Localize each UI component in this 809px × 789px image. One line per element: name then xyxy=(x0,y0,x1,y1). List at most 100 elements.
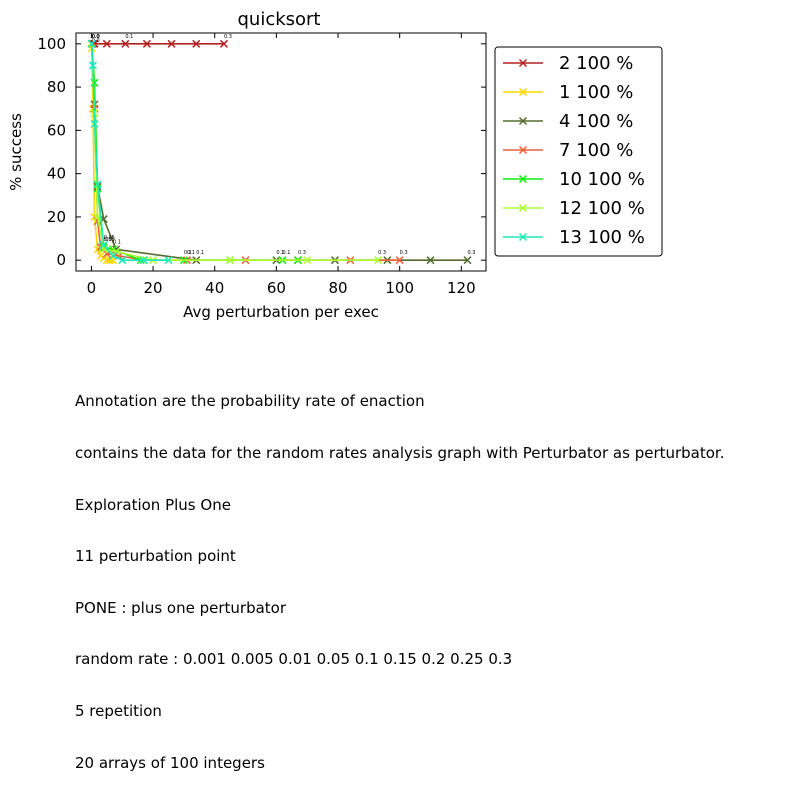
legend-item: 10 100 % xyxy=(503,169,645,190)
data-point xyxy=(374,256,383,265)
x-tick-label: 120 xyxy=(447,279,476,297)
point-label: 0.0 xyxy=(92,34,100,40)
legend-item: 12 100 % xyxy=(503,198,645,219)
y-tick-label: 0 xyxy=(56,251,66,269)
y-axis-title: % success xyxy=(7,113,25,191)
legend-item: 7 100 % xyxy=(503,140,633,161)
legend-marker xyxy=(518,203,528,213)
data-point xyxy=(164,256,173,265)
y-tick-label: 100 xyxy=(37,35,66,53)
legend-label: 13 100 % xyxy=(559,227,645,248)
legend-marker xyxy=(518,145,528,155)
point-label: 0.1 xyxy=(187,250,195,256)
point-label: 0.0 xyxy=(92,34,100,40)
data-point xyxy=(102,39,111,48)
legend-item: 1 100 % xyxy=(503,82,633,103)
chart: quicksort 0.00.10.30.00.10.00.10.10.30.0… xyxy=(7,9,663,321)
legend-label: 7 100 % xyxy=(559,140,633,161)
data-point xyxy=(121,39,130,48)
point-label: 0.1 xyxy=(113,239,121,245)
x-axis-title: Avg perturbation per exec xyxy=(183,303,379,321)
point-label: 0.05 xyxy=(104,235,115,241)
series-line xyxy=(90,43,379,261)
y-tick-label: 80 xyxy=(47,78,66,96)
data-point xyxy=(112,247,121,256)
legend-marker xyxy=(518,174,528,184)
series-0: 0.0 0.1 0.3 xyxy=(87,34,232,48)
data-point xyxy=(87,39,96,48)
point-label: 0.1 xyxy=(276,250,284,256)
legend-marker xyxy=(518,232,528,242)
x-tick-label: 40 xyxy=(205,279,224,297)
data-point xyxy=(118,256,127,265)
data-point xyxy=(90,78,99,87)
point-label: 0.1 xyxy=(125,34,133,40)
note-line: 5 repetition xyxy=(75,701,162,720)
note-line: PONE : plus one perturbator xyxy=(75,598,287,617)
x-tick-label: 80 xyxy=(328,279,347,297)
data-point xyxy=(88,61,97,70)
data-point xyxy=(105,256,114,265)
series-line xyxy=(90,43,298,261)
legend-marker xyxy=(518,116,528,126)
series-line xyxy=(90,43,468,261)
point-label: 0.0 xyxy=(92,34,100,40)
legend-label: 12 100 % xyxy=(559,198,645,219)
series-3: 0.00.050.1 0.3 0.3 xyxy=(87,34,408,265)
data-point xyxy=(219,39,229,48)
point-label: 0.3 xyxy=(298,250,306,256)
notes-block: Annotation are the probability rate of e… xyxy=(75,359,725,789)
note-line: 20 arrays of 100 integers xyxy=(75,753,265,772)
chart-title: quicksort xyxy=(237,9,320,30)
data-point xyxy=(99,241,108,250)
note-line: Annotation are the probability rate of e… xyxy=(75,392,425,411)
point-label: 0.0 xyxy=(92,34,100,40)
point-label: 0.0 xyxy=(92,34,100,40)
point-label: 0.3 xyxy=(400,250,408,256)
legend-label: 10 100 % xyxy=(559,169,645,190)
data-point xyxy=(102,256,111,265)
data-point xyxy=(192,39,201,48)
y-tick-label: 20 xyxy=(47,208,66,226)
y-tick-label: 60 xyxy=(47,121,66,139)
data-point xyxy=(139,256,148,265)
legend-marker xyxy=(518,58,528,68)
point-label: 0.05 xyxy=(101,237,112,243)
series-6: 0.0 0.05 xyxy=(87,34,173,265)
data-point xyxy=(226,256,235,265)
point-label: 0.05 xyxy=(104,237,115,243)
plot-frame xyxy=(75,32,487,272)
legend-item: 13 100 % xyxy=(503,227,645,248)
point-label: 0.1 xyxy=(283,250,291,256)
data-point xyxy=(142,39,151,48)
point-label: 0.3 xyxy=(378,250,386,256)
data-point xyxy=(167,39,176,48)
series-line xyxy=(90,43,169,261)
series-5: 0.0 0.3 xyxy=(87,34,386,265)
legend: 2 100 % 1 100 % 4 100 % 7 100 % 10 100 % 12 1… xyxy=(494,46,663,257)
x-tick-label: 0 xyxy=(87,279,97,297)
y-tick-label: 40 xyxy=(47,165,66,183)
data-point xyxy=(395,256,404,265)
x-tick-label: 60 xyxy=(267,279,286,297)
point-label: 0.3 xyxy=(468,250,476,256)
point-label: 0.0 xyxy=(92,34,100,40)
data-point xyxy=(93,180,102,189)
legend-marker xyxy=(518,87,528,97)
series-2: 0.00.1 0.1 0.3 xyxy=(87,34,476,265)
note-line: 11 perturbation point xyxy=(75,547,236,566)
legend-frame xyxy=(494,46,663,257)
legend-label: 2 100 % xyxy=(559,53,633,74)
legend-item: 2 100 % xyxy=(503,53,633,74)
note-line: random rate : 0.001 0.005 0.01 0.05 0.1 … xyxy=(75,650,513,669)
note-line: contains the data for the random rates a… xyxy=(75,444,725,462)
data-point xyxy=(426,256,435,265)
data-point xyxy=(108,251,118,260)
legend-item: 4 100 % xyxy=(503,111,633,132)
point-label: 0.3 xyxy=(224,34,232,40)
x-tick-label: 20 xyxy=(144,279,163,297)
point-label: 0.1 xyxy=(196,250,204,256)
series-4: 0.00.050.10.1 0.1 xyxy=(87,34,302,265)
x-tick-label: 100 xyxy=(385,279,414,297)
data-point xyxy=(303,256,312,265)
